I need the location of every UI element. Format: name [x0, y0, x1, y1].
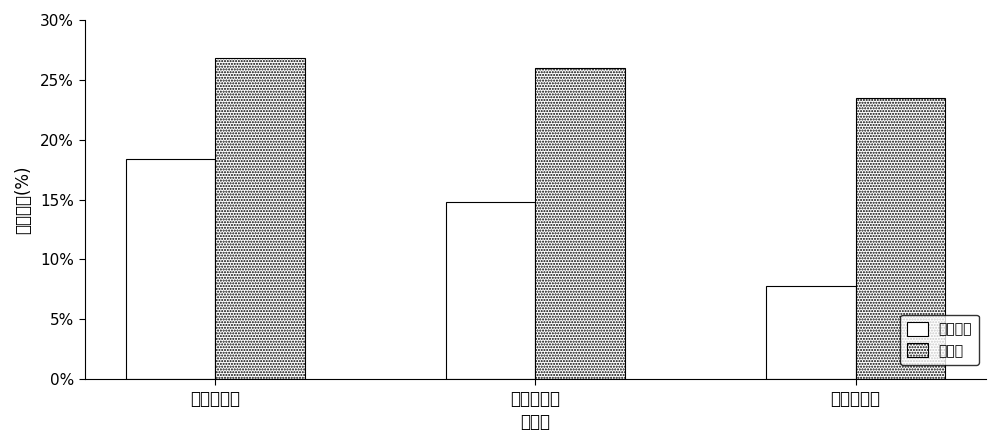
Bar — [856, 98, 945, 379]
Bar — [215, 58, 305, 379]
X-axis label: 酶种类: 酶种类 — [520, 413, 550, 431]
Bar — [535, 68, 625, 379]
Legend: 清油得率, 油得率: 清油得率, 油得率 — [900, 315, 979, 365]
Bar — [446, 202, 535, 379]
Bar — [126, 159, 215, 379]
Bar — [766, 286, 856, 379]
Y-axis label: 出油率／(%): 出油率／(%) — [14, 165, 32, 234]
